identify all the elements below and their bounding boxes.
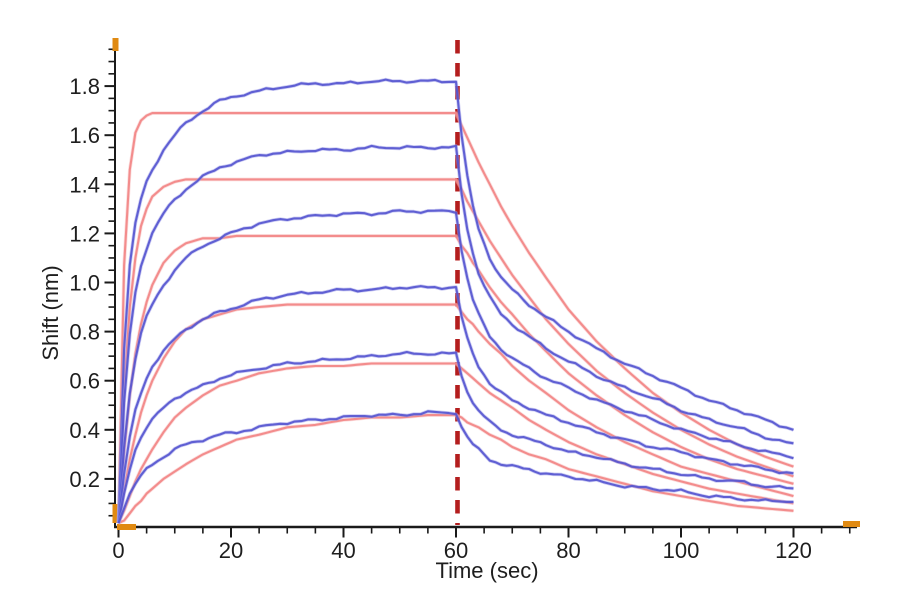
y-tick-label: 1.4 — [69, 172, 100, 197]
y-tick-label: 1.6 — [69, 123, 100, 148]
y-tick-label: 0.6 — [69, 369, 100, 394]
x-tick-label: 0 — [112, 538, 124, 563]
axis-range-marker — [117, 524, 136, 530]
fit-4-curve — [117, 303, 794, 524]
x-tick-label: 100 — [663, 538, 700, 563]
x-tick-label: 120 — [775, 538, 812, 563]
data-5-curve — [117, 350, 794, 524]
y-tick-label: 1.8 — [69, 74, 100, 99]
data-6-curve — [117, 410, 794, 524]
x-tick-label: 60 — [444, 538, 468, 563]
axis-range-marker — [843, 521, 860, 527]
data-3-curve — [117, 209, 794, 524]
fit-3-curve — [117, 234, 794, 524]
x-tick-label: 40 — [331, 538, 355, 563]
y-tick-label: 1.0 — [69, 271, 100, 296]
data-1-curve — [117, 78, 794, 524]
x-tick-label: 80 — [556, 538, 580, 563]
axis-range-marker — [112, 504, 119, 523]
data-2-curve — [117, 144, 794, 524]
data-4-curve — [117, 285, 794, 524]
y-axis-title: Shift (nm) — [38, 265, 63, 360]
y-tick-label: 0.2 — [69, 467, 100, 492]
y-tick-label: 0.8 — [69, 320, 100, 345]
y-tick-label: 1.2 — [69, 221, 100, 246]
fit-5-curve — [117, 362, 794, 524]
fit-2-curve — [117, 178, 794, 524]
x-axis-title: Time (sec) — [435, 558, 538, 583]
axis-range-marker — [112, 38, 119, 51]
y-tick-label: 0.4 — [69, 418, 100, 443]
x-tick-label: 20 — [219, 538, 243, 563]
